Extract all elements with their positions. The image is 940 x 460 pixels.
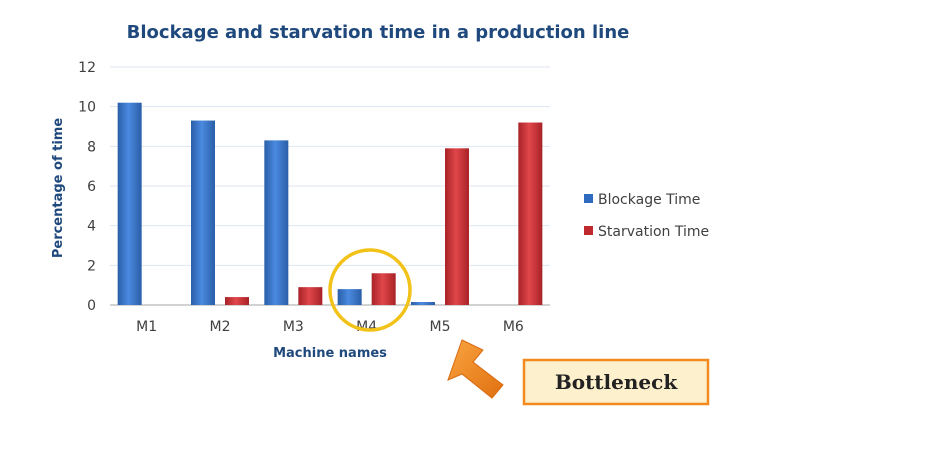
x-tick-label: M5 — [430, 319, 451, 335]
y-axis-label: Percentage of time — [51, 118, 66, 258]
bar-starvation-m3 — [298, 287, 323, 305]
bar-starvation-m2 — [225, 297, 249, 305]
y-tick-label: 0 — [87, 298, 96, 314]
arrow-icon — [447, 339, 504, 399]
legend-swatch-starvation — [584, 226, 593, 235]
bar-blockage-m5 — [411, 302, 435, 305]
y-axis-ticks: 0 2 4 6 8 10 12 — [78, 60, 96, 314]
bar-blockage-m1 — [117, 102, 142, 305]
legend: Blockage Time Starvation Time — [584, 192, 709, 240]
callout-text: Bottleneck — [555, 370, 678, 394]
legend-swatch-blockage — [584, 194, 593, 203]
legend-label-blockage: Blockage Time — [598, 192, 700, 208]
y-tick-label: 8 — [87, 139, 96, 155]
bar-blockage-m4 — [337, 289, 362, 305]
bar-starvation-m4 — [371, 273, 396, 305]
y-tick-label: 12 — [78, 60, 96, 76]
bar-blockage-m2 — [191, 120, 215, 305]
x-tick-label: M1 — [136, 319, 157, 335]
bottleneck-callout: Bottleneck — [522, 358, 710, 406]
chart-title: Blockage and starvation time in a produc… — [127, 22, 630, 43]
bars — [117, 102, 543, 306]
bar-starvation-m5 — [445, 148, 469, 305]
gridlines — [110, 66, 550, 306]
x-axis-ticks: M1 M2 M3 M4 M5 M6 — [136, 319, 524, 335]
y-tick-label: 10 — [78, 100, 96, 116]
x-tick-label: M6 — [503, 319, 524, 335]
y-tick-label: 4 — [87, 219, 96, 235]
callout-box — [522, 358, 710, 406]
y-tick-label: 6 — [87, 179, 96, 195]
y-tick-label: 2 — [87, 258, 96, 274]
bar-starvation-m6 — [518, 122, 543, 306]
x-tick-label: M2 — [210, 319, 231, 335]
bar-blockage-m3 — [264, 140, 289, 305]
x-axis-label: Machine names — [273, 346, 387, 361]
bottleneck-highlight-circle — [328, 248, 412, 332]
legend-label-starvation: Starvation Time — [598, 224, 709, 240]
x-tick-label: M3 — [283, 319, 304, 335]
